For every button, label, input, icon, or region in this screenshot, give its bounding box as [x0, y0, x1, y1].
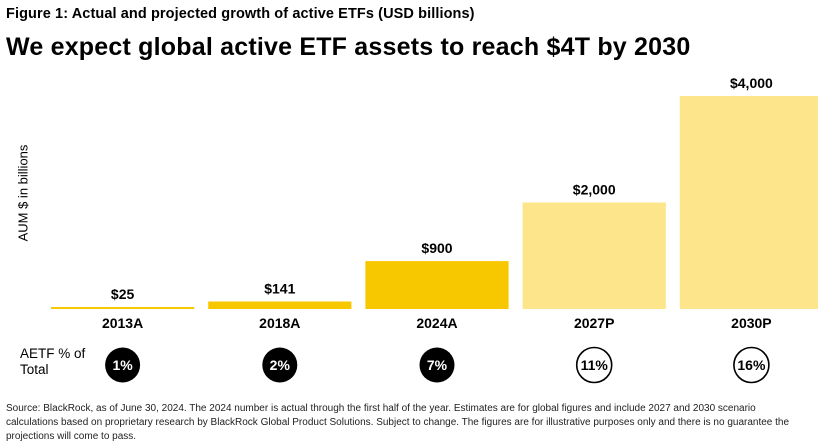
value-label-2013A: $25 [111, 286, 135, 302]
aetf-badge-2018A [262, 347, 298, 383]
category-label-2013A: 2013A [102, 315, 143, 331]
value-label-2018A: $141 [264, 280, 295, 296]
bar-2018A [208, 301, 352, 309]
figure-label: Figure 1: Actual and projected growth of… [6, 6, 475, 22]
bar-2024A [365, 261, 509, 309]
bar-2027P [522, 202, 666, 309]
source-note: Source: BlackRock, as of June 30, 2024. … [6, 403, 790, 442]
category-label-2027P: 2027P [574, 315, 614, 331]
bar-2013A [51, 307, 195, 309]
aetf-pct-2018A: 2% [270, 357, 291, 373]
value-label-2030P: $4,000 [730, 75, 773, 91]
value-label-2024A: $900 [421, 240, 452, 256]
bar-2030P [679, 96, 818, 309]
aetf-pct-2013A: 1% [112, 357, 133, 373]
aetf-pct-2024A: 7% [427, 357, 448, 373]
value-label-2027P: $2,000 [573, 182, 616, 198]
category-label-2018A: 2018A [259, 315, 300, 331]
aetf-badge-2027P [575, 346, 613, 384]
aetf-badge-2024A [419, 347, 455, 383]
category-label-2030P: 2030P [731, 315, 771, 331]
aetf-pct-2030P: 16% [737, 357, 766, 373]
category-label-2024A: 2024A [416, 315, 457, 331]
bars-layer: $25 2013A 1% $141 2018A 2% $900 2024A 7% $2,000 20… [51, 75, 818, 384]
bar-chart: $25 2013A 1% $141 2018A 2% $900 2024A 7% $2,000 20… [51, 75, 818, 384]
aetf-pct-2027P: 11% [581, 357, 609, 373]
chart-headline: We expect global active ETF assets to re… [6, 33, 691, 61]
aetf-badge-2013A [105, 347, 141, 383]
aetf-badge-2030P [733, 346, 770, 384]
aetf-row-label: AETF % of Total [20, 346, 86, 377]
